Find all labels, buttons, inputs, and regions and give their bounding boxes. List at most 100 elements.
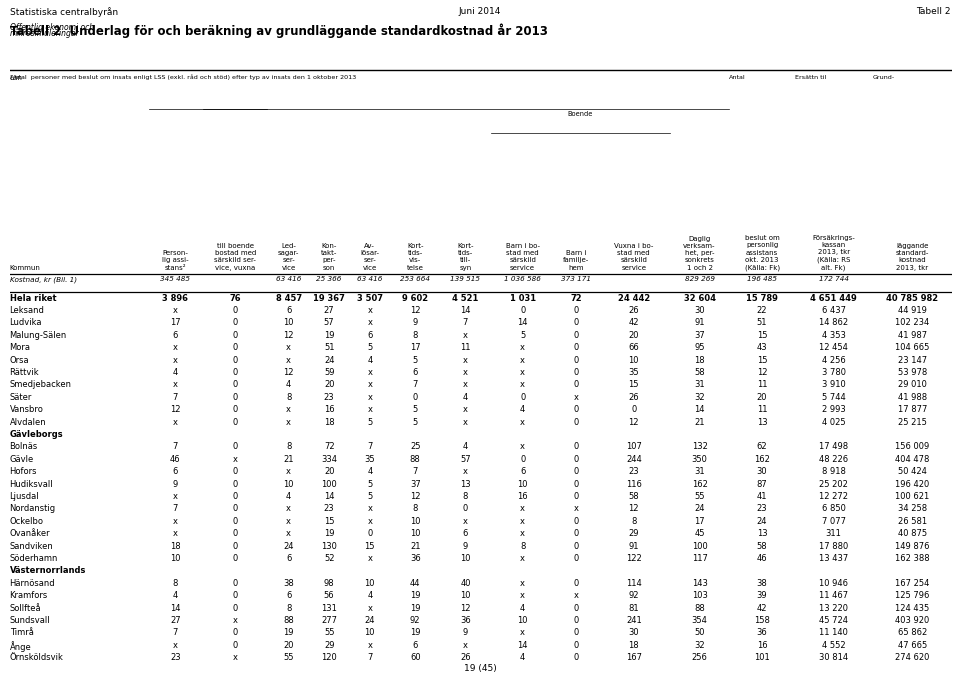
Text: 40 785 982: 40 785 982	[886, 293, 938, 303]
Text: 6: 6	[286, 592, 291, 600]
Text: 0: 0	[232, 604, 238, 612]
Text: x: x	[520, 592, 525, 600]
Text: Antal  personer med beslut om insats enligt LSS (exkl. råd och stöd) efter typ a: Antal personer med beslut om insats enli…	[10, 74, 356, 80]
Text: 51: 51	[324, 343, 334, 352]
Text: x: x	[368, 318, 372, 327]
Text: Sandviken: Sandviken	[10, 541, 54, 551]
Text: Ånge: Ånge	[10, 641, 32, 652]
Text: 0: 0	[573, 604, 579, 612]
Text: Barn i
familje-
hem: Barn i familje- hem	[563, 250, 589, 270]
Text: 4: 4	[173, 592, 178, 600]
Text: 91: 91	[629, 541, 639, 551]
Text: Vansbro: Vansbro	[10, 405, 43, 414]
Text: 38: 38	[283, 579, 294, 588]
Text: 10: 10	[410, 517, 420, 526]
Text: 14: 14	[170, 604, 180, 612]
Text: x: x	[368, 641, 372, 650]
Text: läggande
standard-
kostnad
2013, tkr: läggande standard- kostnad 2013, tkr	[896, 243, 929, 270]
Text: 58: 58	[629, 492, 639, 501]
Text: 149 876: 149 876	[895, 541, 929, 551]
Text: beslut om
personlig
assistans
okt. 2013
(Källa: Fk): beslut om personlig assistans okt. 2013 …	[745, 235, 780, 270]
Text: 12: 12	[410, 492, 420, 501]
Text: 0: 0	[573, 467, 579, 476]
Text: 19: 19	[324, 331, 334, 340]
Text: 0: 0	[413, 393, 418, 402]
Text: 5: 5	[367, 343, 372, 352]
Text: 12: 12	[283, 331, 294, 340]
Text: 12 454: 12 454	[819, 343, 848, 352]
Text: 46: 46	[756, 554, 767, 563]
Text: 162: 162	[691, 479, 708, 489]
Text: 12: 12	[170, 405, 180, 414]
Text: Västernorrlands: Västernorrlands	[10, 566, 86, 575]
Text: Kon-
takt-
per-
son: Kon- takt- per- son	[321, 243, 337, 270]
Text: 0: 0	[232, 479, 238, 489]
Text: x: x	[286, 517, 291, 526]
Text: 7 077: 7 077	[822, 517, 846, 526]
Text: x: x	[520, 504, 525, 513]
Text: Offentlig ekonomi och: Offentlig ekonomi och	[10, 23, 94, 32]
Text: 130: 130	[322, 541, 337, 551]
Text: 5 744: 5 744	[822, 393, 846, 402]
Text: x: x	[463, 405, 468, 414]
Text: 17 877: 17 877	[898, 405, 927, 414]
Text: 19: 19	[410, 604, 420, 612]
Text: 18: 18	[694, 356, 705, 364]
Text: x: x	[368, 517, 372, 526]
Text: Söderhamn: Söderhamn	[10, 554, 58, 563]
Text: Hela riket: Hela riket	[10, 293, 57, 303]
Text: 25 202: 25 202	[819, 479, 848, 489]
Text: 16: 16	[324, 405, 334, 414]
Text: 14: 14	[517, 318, 528, 327]
Text: 12: 12	[756, 368, 767, 377]
Text: x: x	[173, 529, 178, 538]
Text: 7: 7	[413, 381, 418, 389]
Text: 18: 18	[170, 541, 180, 551]
Text: 10: 10	[365, 579, 375, 588]
Text: 4: 4	[367, 356, 372, 364]
Text: x: x	[463, 356, 468, 364]
Text: 16: 16	[517, 492, 528, 501]
Text: 350: 350	[691, 455, 708, 464]
Text: 31: 31	[694, 467, 705, 476]
Text: 34 258: 34 258	[898, 504, 926, 513]
Text: 0: 0	[573, 641, 579, 650]
Text: Kramfors: Kramfors	[10, 592, 48, 600]
Text: Vuxna i bo-
stad med
särskild
service: Vuxna i bo- stad med särskild service	[614, 243, 654, 270]
Text: 0: 0	[232, 393, 238, 402]
Text: 62: 62	[756, 442, 767, 452]
Text: 311: 311	[826, 529, 842, 538]
Text: x: x	[368, 393, 372, 402]
Text: x: x	[463, 418, 468, 427]
Text: 13 437: 13 437	[819, 554, 849, 563]
Text: x: x	[232, 455, 238, 464]
Text: 196 485: 196 485	[747, 276, 777, 282]
Text: 6: 6	[413, 641, 418, 650]
Text: 42: 42	[629, 318, 639, 327]
Text: 277: 277	[322, 616, 337, 625]
Text: Ljusdal: Ljusdal	[10, 492, 39, 501]
Text: 6: 6	[413, 368, 418, 377]
Text: 8: 8	[413, 331, 418, 340]
Text: 9: 9	[463, 629, 468, 637]
Text: 13 220: 13 220	[819, 604, 849, 612]
Text: 57: 57	[460, 455, 470, 464]
Text: Örnsköldsvik: Örnsköldsvik	[10, 653, 63, 662]
Text: 7: 7	[173, 442, 178, 452]
Text: 63 416: 63 416	[276, 276, 301, 282]
Text: 0: 0	[573, 455, 579, 464]
Text: Boende: Boende	[567, 111, 593, 117]
Text: 0: 0	[232, 554, 238, 563]
Text: till boende
bostad med
särskild ser-
vice, vuxna: till boende bostad med särskild ser- vic…	[214, 243, 256, 270]
Text: 4: 4	[463, 442, 468, 452]
Text: Mora: Mora	[10, 343, 31, 352]
Text: 0: 0	[232, 405, 238, 414]
Text: Nordanstig: Nordanstig	[10, 504, 56, 513]
Text: 21: 21	[694, 418, 705, 427]
Text: x: x	[173, 343, 178, 352]
Text: 72: 72	[570, 293, 582, 303]
Text: Ockelbo: Ockelbo	[10, 517, 43, 526]
Text: Härnösand: Härnösand	[10, 579, 56, 588]
Text: 0: 0	[573, 629, 579, 637]
Text: Gävleborgs: Gävleborgs	[10, 430, 63, 439]
